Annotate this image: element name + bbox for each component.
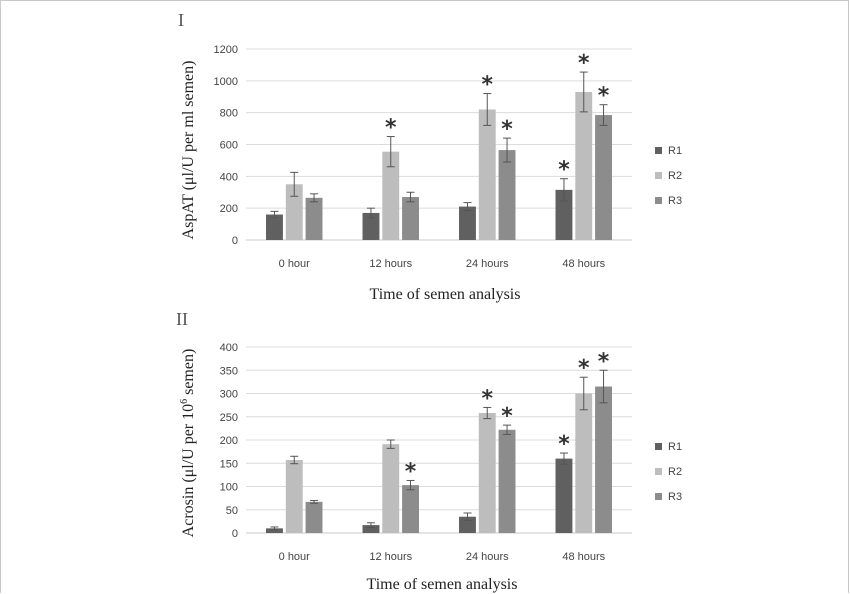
bar-r2	[382, 444, 400, 533]
panel-label-1: I	[178, 10, 184, 30]
significance-star: *	[481, 73, 493, 98]
bar-r1	[266, 528, 283, 533]
legend: R1 R2 R3	[655, 145, 682, 207]
significance-star: *	[558, 432, 570, 457]
bar-r2	[285, 459, 303, 533]
legend-swatch-r2	[655, 172, 662, 179]
legend-swatch-r1	[655, 443, 662, 450]
y-tick-label: 600	[220, 140, 238, 152]
bar-r1	[459, 516, 476, 533]
legend-label-r1: R1	[668, 441, 682, 453]
bar-r3	[402, 197, 419, 240]
bar-r3	[595, 115, 612, 240]
legend-swatch-r3	[655, 493, 662, 500]
panel-label-2: II	[176, 309, 188, 329]
significance-star: *	[578, 356, 590, 381]
legend-label-r3: R3	[668, 491, 682, 503]
bar-r3	[402, 485, 419, 533]
bar-r1	[459, 206, 476, 240]
y-tick-label: 150	[220, 458, 238, 470]
y-tick-label: 300	[220, 389, 238, 401]
y-tick-label: 400	[220, 171, 238, 183]
significance-star: *	[405, 459, 417, 484]
bar-r1	[362, 212, 380, 240]
x-axis-title-1: Time of semen analysis	[370, 286, 521, 303]
y-tick-label: 250	[220, 412, 238, 424]
legend-swatch-r1	[655, 147, 662, 154]
y-tick-label: 50	[226, 505, 238, 517]
bar-r3	[498, 150, 516, 240]
bar-r2	[285, 184, 303, 240]
y-axis-title-2-sup: 6	[179, 399, 190, 404]
y-tick-label: 100	[220, 482, 238, 494]
y-tick-label: 1200	[214, 44, 238, 56]
significance-star: *	[501, 404, 513, 429]
x-tick-label: 0 hour	[279, 551, 311, 563]
bar-r2	[478, 413, 496, 533]
y-tick-label: 1000	[214, 76, 238, 88]
legend-label-r2: R2	[668, 466, 682, 478]
x-tick-label: 48 hours	[562, 551, 605, 563]
y-tick-label: 400	[220, 342, 238, 354]
significance-star: *	[598, 84, 610, 109]
y-axis-title-2-prefix: Acrosin (μl/U per 10	[180, 404, 197, 537]
bar-r1	[266, 214, 283, 240]
bar-r2	[382, 151, 400, 240]
x-tick-label: 24 hours	[466, 551, 509, 563]
legend-label-r2: R2	[668, 170, 682, 182]
x-tick-label: 0 hour	[279, 258, 311, 270]
y-tick-label: 800	[220, 108, 238, 120]
y-tick-label: 0	[232, 528, 238, 540]
x-tick-label: 12 hours	[369, 551, 412, 563]
legend-label-r1: R1	[668, 145, 682, 157]
x-tick-label: 24 hours	[466, 258, 509, 270]
y-axis-title-2-suffix: semen)	[180, 349, 197, 399]
bar-r3	[305, 501, 323, 533]
legend-label-r3: R3	[668, 195, 682, 207]
significance-star: *	[481, 386, 493, 411]
significance-star: *	[578, 51, 590, 76]
legend-swatch-r2	[655, 468, 662, 475]
bar-r1	[555, 189, 573, 240]
x-axis-title-2: Time of semen analysis	[367, 576, 518, 593]
bar-r3	[305, 197, 323, 240]
significance-star: *	[385, 116, 397, 141]
significance-star: *	[558, 158, 570, 183]
y-tick-label: 0	[232, 235, 238, 247]
bar-r2	[575, 91, 593, 240]
bar-r2	[575, 393, 593, 533]
y-tick-label: 200	[220, 435, 238, 447]
chart-1: 0 200 400 600 800 1000 1200 0 hour * 12 hours * * 24…	[214, 44, 683, 270]
y-axis-title-1: AspAT (μl/U per ml semen)	[180, 61, 197, 240]
y-tick-label: 200	[220, 203, 238, 215]
x-tick-label: 48 hours	[562, 258, 605, 270]
legend: R1 R2 R3	[655, 441, 682, 503]
chart-2: 0 50 100 150 200 250 300 350 400 0 hour * 12 hours *…	[220, 342, 682, 563]
bar-r3	[498, 429, 516, 533]
bar-r3	[595, 386, 612, 533]
bar-r2	[478, 109, 496, 240]
bar-r1	[362, 525, 380, 533]
significance-star: *	[598, 349, 610, 374]
y-axis-title-2: Acrosin (μl/U per 106 semen)	[179, 349, 197, 538]
y-tick-label: 350	[220, 365, 238, 377]
legend-swatch-r3	[655, 197, 662, 204]
x-tick-label: 12 hours	[369, 258, 412, 270]
significance-star: *	[501, 117, 513, 142]
bar-r1	[555, 458, 573, 533]
